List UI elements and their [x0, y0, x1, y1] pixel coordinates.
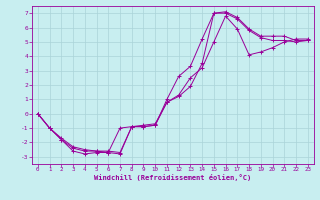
X-axis label: Windchill (Refroidissement éolien,°C): Windchill (Refroidissement éolien,°C)	[94, 174, 252, 181]
